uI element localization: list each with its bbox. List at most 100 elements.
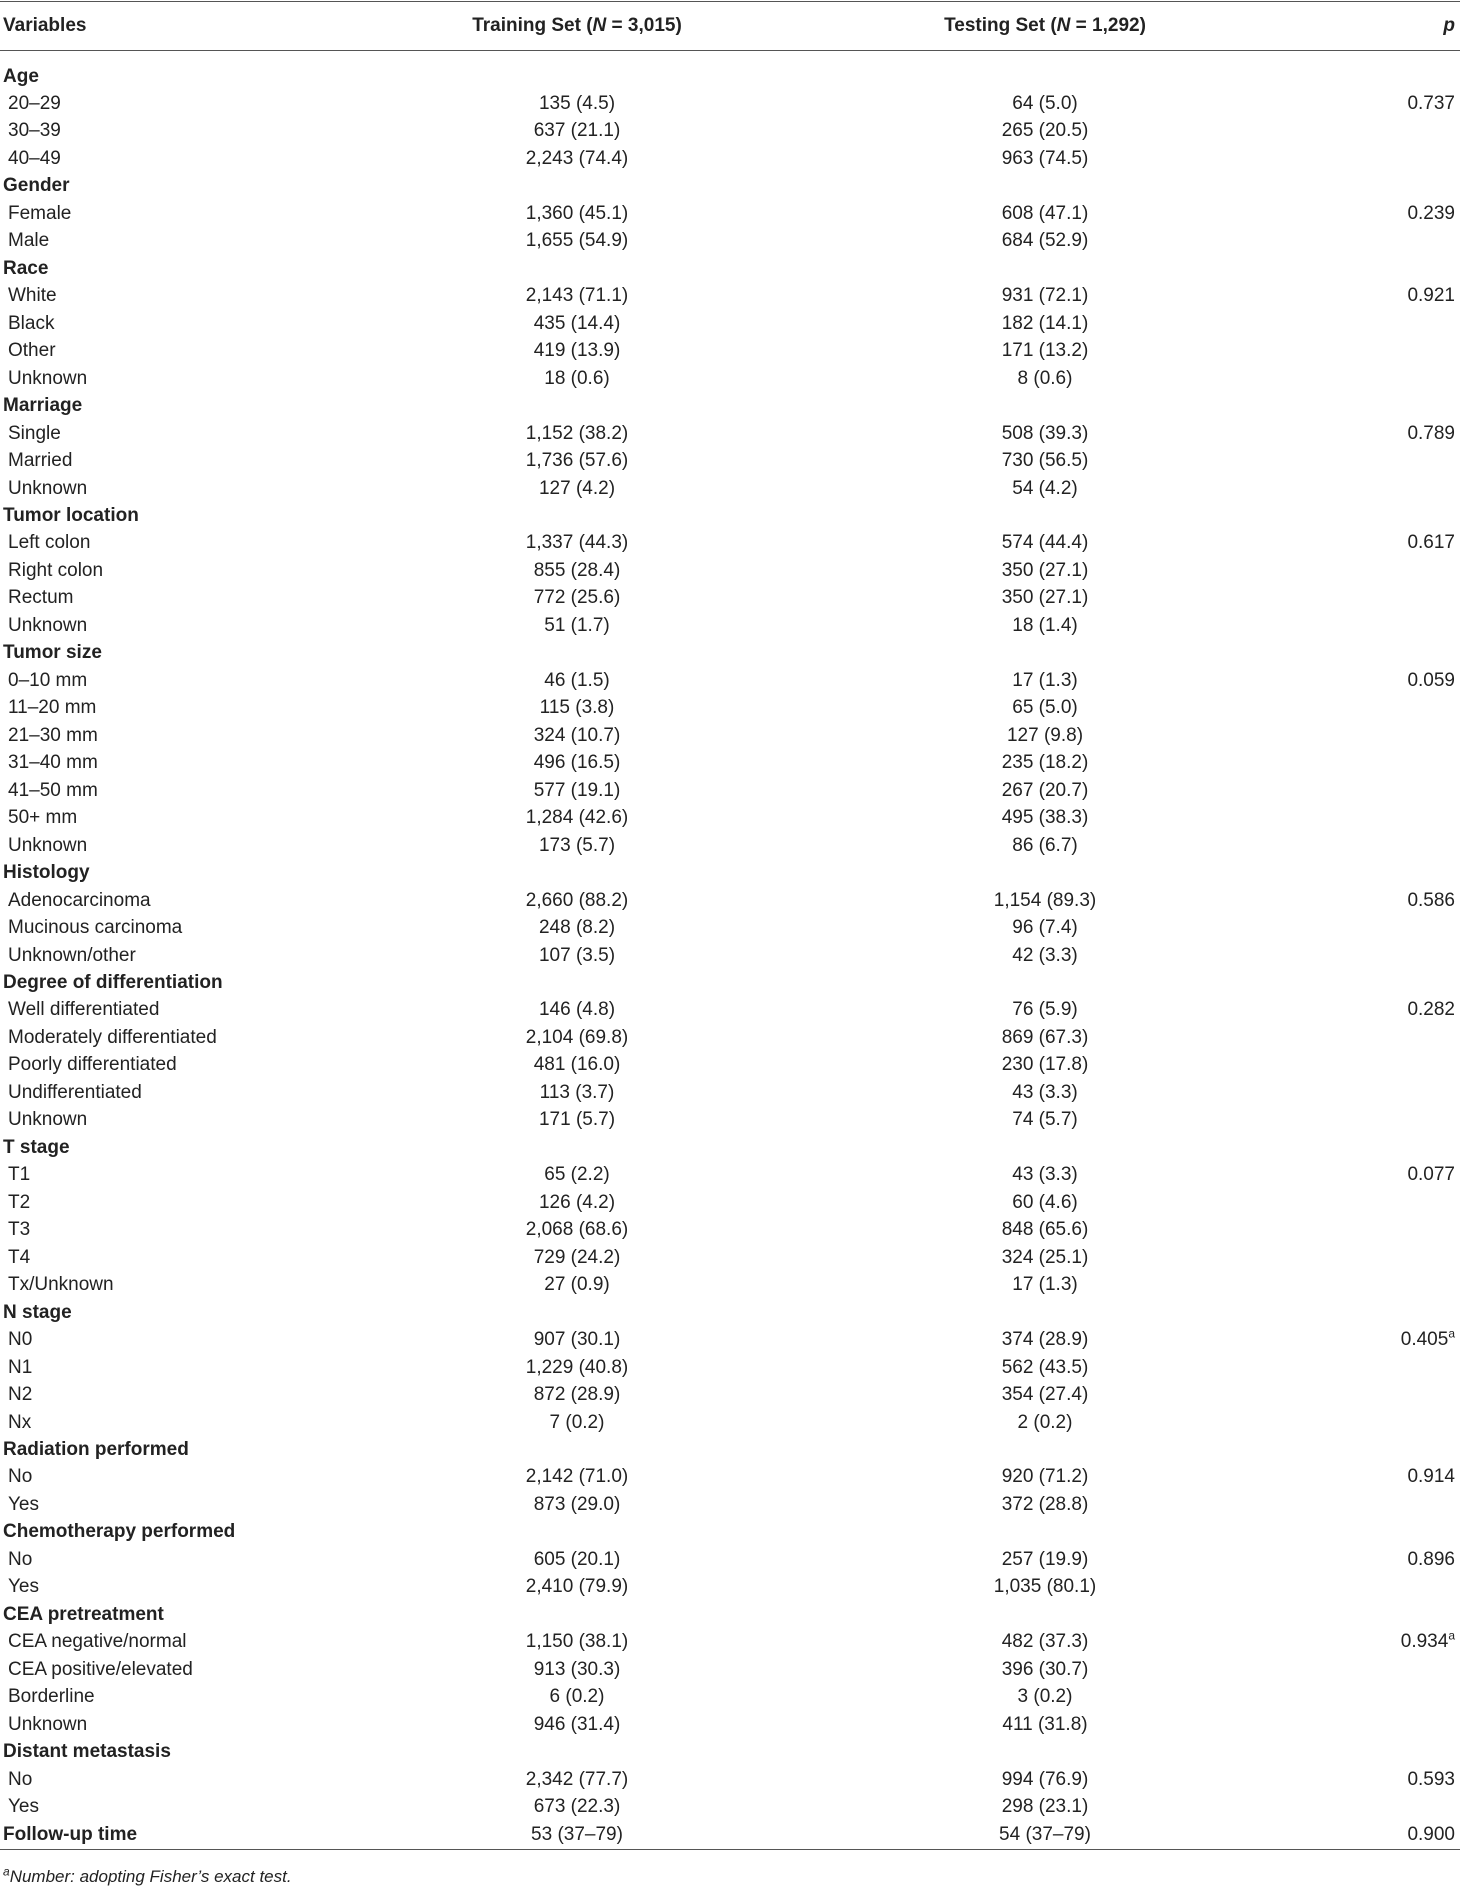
count-cell: 107 (3.5) (538, 944, 616, 966)
count-cell: 482 (37.3) (1001, 1631, 1089, 1653)
count-cell: 872 (28.9) (533, 1384, 621, 1406)
count-cell: 1,152 (38.2) (525, 422, 629, 444)
row-label: N2 (8, 1384, 33, 1406)
header-cell: Training Set (N = 3,015) (377, 12, 777, 39)
row-label: CEA positive/elevated (8, 1658, 193, 1680)
p-value: 0.896 (1407, 1546, 1455, 1573)
count-cell: 374 (28.9) (845, 1326, 1245, 1353)
count-cell: 2,143 (71.1) (525, 285, 629, 307)
header-text: N (592, 15, 607, 36)
count-cell: 869 (67.3) (845, 1024, 1245, 1051)
count-cell: 53 (37–79) (377, 1821, 777, 1848)
count-cell: 495 (38.3) (1001, 807, 1089, 829)
count-cell: 46 (1.5) (544, 669, 610, 691)
count-cell: 267 (20.7) (1001, 779, 1089, 801)
p-value: 0.077 (1407, 1161, 1455, 1188)
row-label: Nx (8, 1411, 32, 1433)
count-cell: 43 (3.3) (845, 1079, 1245, 1106)
count-cell: 235 (18.2) (845, 749, 1245, 776)
count-cell: 1,337 (44.3) (525, 532, 629, 554)
count-cell: 324 (10.7) (533, 724, 621, 746)
count-cell: 43 (3.3) (845, 1161, 1245, 1188)
count-cell: 127 (9.8) (845, 722, 1245, 749)
row-label: Unknown (8, 614, 88, 636)
count-cell: 42 (3.3) (1012, 944, 1078, 966)
count-cell: 1,154 (89.3) (993, 889, 1097, 911)
count-cell: 562 (43.5) (1001, 1356, 1089, 1378)
top-rule (0, 1, 1460, 2)
count-cell: 350 (27.1) (1001, 559, 1089, 581)
row-label: T2 (8, 1191, 31, 1213)
group-label: Chemotherapy performed (3, 1521, 236, 1543)
count-cell: 354 (27.4) (1001, 1384, 1089, 1406)
count-cell: 113 (3.7) (539, 1081, 615, 1103)
count-cell: 496 (16.5) (533, 752, 621, 774)
count-cell: 481 (16.0) (533, 1054, 621, 1076)
count-cell: 872 (28.9) (377, 1381, 777, 1408)
count-cell: 43 (3.3) (1012, 1164, 1078, 1186)
count-cell: 2,104 (69.8) (377, 1024, 777, 1051)
count-cell: 2,243 (74.4) (377, 145, 777, 172)
count-cell: 396 (30.7) (845, 1656, 1245, 1683)
row-label: T3 (8, 1219, 31, 1241)
row-label: T4 (8, 1246, 31, 1268)
p-value: 0.059 (1407, 667, 1455, 694)
count-cell: 54 (37–79) (999, 1823, 1091, 1845)
count-cell: 235 (18.2) (1001, 752, 1089, 774)
count-cell: 508 (39.3) (845, 420, 1245, 447)
p-value: 0.900 (1407, 1821, 1455, 1848)
count-cell: 65 (5.0) (845, 694, 1245, 721)
row-label: Moderately differentiated (8, 1026, 217, 1048)
row-label: Well differentiated (8, 999, 160, 1021)
header-cell: Testing Set (N = 1,292) (845, 12, 1245, 39)
count-cell: 637 (21.1) (377, 117, 777, 144)
group-label: Gender (3, 175, 70, 197)
count-cell: 1,229 (40.8) (525, 1356, 629, 1378)
count-cell: 171 (13.2) (1001, 340, 1089, 362)
count-cell: 482 (37.3) (845, 1628, 1245, 1655)
count-cell: 684 (52.9) (845, 227, 1245, 254)
count-cell: 419 (13.9) (377, 337, 777, 364)
count-cell: 127 (4.2) (538, 477, 616, 499)
count-cell: 907 (30.1) (377, 1326, 777, 1353)
count-cell: 963 (74.5) (845, 145, 1245, 172)
header-text: N (1056, 15, 1071, 36)
count-cell: 931 (72.1) (1001, 285, 1089, 307)
count-cell: 27 (0.9) (544, 1274, 610, 1296)
count-cell: 60 (4.6) (1012, 1191, 1078, 1213)
count-cell: 2 (0.2) (845, 1409, 1245, 1436)
count-cell: 18 (1.4) (1012, 614, 1078, 636)
count-cell: 2,068 (68.6) (525, 1219, 629, 1241)
footnote-text: Number: adopting Fisher’s exact test. (9, 1867, 292, 1886)
row-label: Male (8, 230, 50, 252)
count-cell: 1,229 (40.8) (377, 1354, 777, 1381)
count-cell: 18 (1.4) (845, 612, 1245, 639)
count-cell: 2,142 (71.0) (525, 1466, 629, 1488)
row-label: White (8, 285, 57, 307)
count-cell: 2,342 (77.7) (377, 1766, 777, 1793)
count-cell: 855 (28.4) (377, 557, 777, 584)
count-cell: 350 (27.1) (845, 584, 1245, 611)
header-text: p (1443, 15, 1455, 36)
count-cell: 51 (1.7) (544, 614, 610, 636)
p-value: 0.059 (1407, 669, 1455, 691)
count-cell: 1,284 (42.6) (377, 804, 777, 831)
row-label: Right colon (8, 559, 104, 581)
count-cell: 265 (20.5) (845, 117, 1245, 144)
header-text: Testing Set ( (944, 15, 1057, 36)
row-label: Rectum (8, 587, 74, 609)
row-label: Yes (8, 1576, 39, 1598)
count-cell: 2,143 (71.1) (377, 282, 777, 309)
p-value: 0.586 (1407, 887, 1455, 914)
row-label: Poorly differentiated (8, 1054, 177, 1076)
row-label: No (8, 1548, 33, 1570)
count-cell: 931 (72.1) (845, 282, 1245, 309)
count-cell: 1,360 (45.1) (525, 202, 629, 224)
count-cell: 17 (1.3) (1012, 669, 1078, 691)
count-cell: 2,410 (79.9) (377, 1573, 777, 1600)
count-cell: 7 (0.2) (549, 1411, 605, 1433)
p-value: 0.239 (1407, 202, 1455, 224)
count-cell: 64 (5.0) (1012, 92, 1078, 114)
p-value: 0.617 (1407, 529, 1455, 556)
p-value: 0.405a (1401, 1326, 1455, 1353)
